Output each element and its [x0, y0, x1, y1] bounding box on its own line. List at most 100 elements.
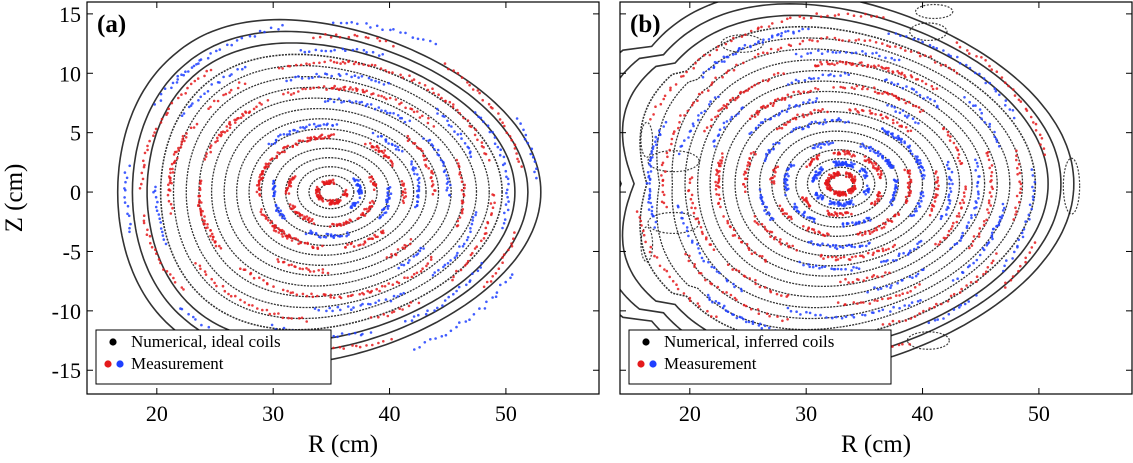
measurement-point: [394, 253, 398, 257]
measurement-point: [321, 268, 325, 271]
measurement-point: [692, 101, 695, 105]
measurement-point: [945, 208, 948, 211]
measurement-point: [210, 277, 213, 281]
measurement-point: [386, 200, 389, 204]
measurement-point: [732, 68, 736, 72]
numerical-surface: [734, 101, 948, 267]
measurement-point: [821, 196, 825, 199]
measurement-point: [493, 142, 497, 145]
measurement-point: [725, 102, 729, 106]
measurement-point: [897, 71, 901, 75]
measurement-point: [753, 251, 757, 254]
measurement-point: [731, 53, 735, 56]
measurement-point: [325, 309, 328, 313]
measurement-point: [970, 214, 973, 217]
measurement-point: [477, 115, 480, 119]
measurement-point: [159, 99, 163, 102]
measurement-point: [881, 127, 884, 130]
measurement-point: [198, 264, 202, 268]
measurement-point: [895, 136, 898, 139]
measurement-point: [361, 90, 365, 94]
measurement-point: [830, 213, 833, 216]
legend-label: Numerical, ideal coils: [131, 332, 281, 351]
measurement-point: [901, 86, 905, 90]
measurement-point: [881, 42, 884, 45]
measurement-point: [708, 103, 711, 106]
measurement-point: [892, 83, 896, 86]
measurement-point: [392, 28, 395, 31]
measurement-point: [732, 313, 735, 317]
measurement-point: [305, 62, 308, 65]
measurement-point: [154, 195, 158, 199]
measurement-point: [749, 152, 753, 155]
measurement-point: [650, 212, 654, 216]
measurement-point: [871, 52, 874, 55]
measurement-point: [123, 201, 127, 204]
measurement-point: [894, 185, 897, 189]
measurement-point: [362, 213, 365, 216]
measurement-point: [314, 48, 318, 52]
measurement-point: [866, 290, 869, 294]
measurement-point: [845, 244, 849, 247]
measurement-point: [371, 177, 375, 181]
measurement-point: [157, 258, 161, 261]
measurement-point: [164, 242, 168, 246]
measurement-point: [148, 139, 151, 143]
measurement-point: [332, 181, 335, 184]
measurement-point: [1004, 81, 1007, 84]
measurement-point: [991, 237, 994, 241]
measurement-point: [400, 263, 403, 267]
measurement-point: [723, 126, 726, 129]
measurement-point: [422, 247, 425, 250]
measurement-point: [377, 54, 381, 57]
measurement-point: [266, 219, 270, 222]
measurement-point: [716, 45, 720, 48]
measurement-point: [388, 196, 391, 199]
measurement-point: [167, 107, 170, 111]
measurement-point: [187, 312, 190, 316]
measurement-point: [891, 197, 895, 200]
measurement-point: [713, 266, 716, 270]
measurement-point: [400, 183, 404, 186]
measurement-point: [384, 138, 387, 142]
measurement-point: [427, 139, 430, 143]
measurement-point: [801, 127, 804, 131]
measurement-point: [884, 248, 888, 252]
measurement-point: [217, 133, 221, 137]
measurement-point: [881, 308, 885, 312]
measurement-point: [819, 313, 822, 317]
measurement-point: [826, 255, 830, 259]
measurement-point: [747, 87, 751, 90]
measurement-point: [384, 211, 388, 214]
measurement-point: [497, 267, 501, 271]
measurement-point: [797, 29, 801, 33]
measurement-point: [654, 135, 658, 139]
measurement-point: [677, 152, 681, 156]
x-axis-label: R (cm): [841, 431, 911, 458]
measurement-point: [189, 104, 193, 107]
measurement-point: [301, 87, 304, 91]
measurement-point: [826, 243, 830, 247]
measurement-point: [503, 162, 507, 165]
measurement-point: [836, 214, 839, 218]
measurement-point: [397, 148, 401, 152]
measurement-point: [261, 170, 265, 173]
measurement-point: [461, 245, 465, 248]
measurement-point: [968, 66, 972, 70]
measurement-point: [1012, 218, 1015, 221]
measurement-point: [285, 79, 288, 83]
measurement-point: [997, 223, 1001, 227]
measurement-point: [962, 191, 966, 194]
measurement-point: [859, 145, 862, 148]
measurement-point: [881, 323, 885, 326]
measurement-point: [469, 150, 472, 153]
measurement-point: [876, 288, 880, 291]
measurement-point: [778, 240, 781, 244]
measurement-point: [305, 320, 309, 323]
measurement-point: [711, 81, 714, 84]
measurement-point: [916, 159, 919, 163]
measurement-point: [413, 172, 416, 176]
measurement-point: [399, 73, 402, 77]
measurement-point: [970, 216, 973, 220]
